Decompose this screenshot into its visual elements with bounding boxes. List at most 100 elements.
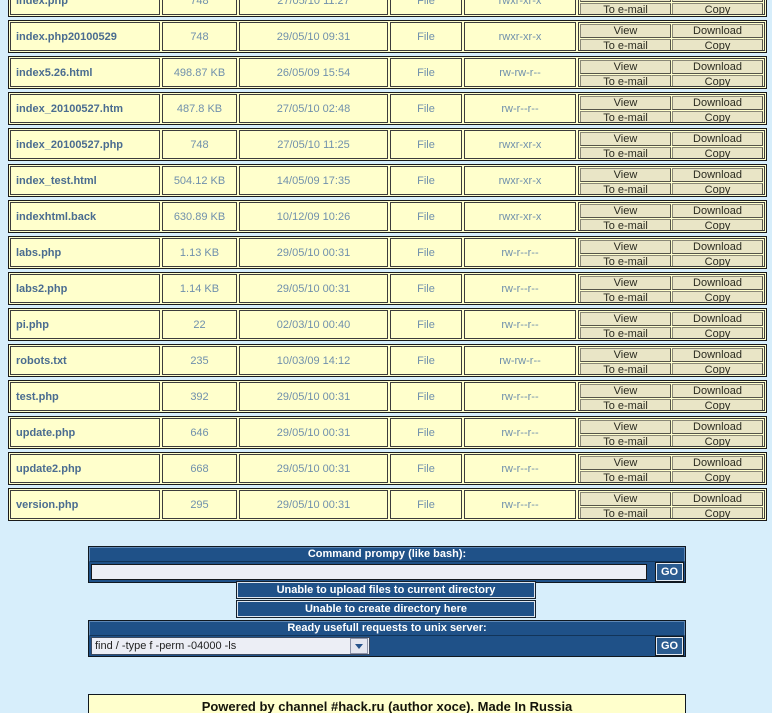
copy-button[interactable]: Copy xyxy=(672,471,763,482)
to-email-button[interactable]: To e-mail xyxy=(580,363,671,374)
download-button[interactable]: Download xyxy=(672,60,763,74)
download-button[interactable]: Download xyxy=(672,168,763,182)
copy-button[interactable]: Copy xyxy=(672,3,763,14)
file-size: 748 xyxy=(162,130,237,159)
to-email-button[interactable]: To e-mail xyxy=(580,471,671,482)
file-name-link[interactable]: index_20100527.php xyxy=(10,130,160,159)
to-email-button[interactable]: To e-mail xyxy=(580,111,671,122)
download-button[interactable]: Download xyxy=(672,276,763,290)
copy-button[interactable]: Copy xyxy=(672,183,763,194)
chevron-down-icon xyxy=(350,638,368,654)
copy-button[interactable]: Copy xyxy=(672,75,763,86)
command-go-button[interactable]: GO xyxy=(656,563,683,581)
file-name-link[interactable]: index_20100527.htm xyxy=(10,94,160,123)
file-name-link[interactable]: index_test.html xyxy=(10,166,160,195)
view-button[interactable]: View xyxy=(580,276,671,290)
file-row: index_test.html 504.12 KB 14/05/09 17:35… xyxy=(8,164,767,197)
copy-button[interactable]: Copy xyxy=(672,291,763,302)
file-size: 1.13 KB xyxy=(162,238,237,267)
copy-button[interactable]: Copy xyxy=(672,111,763,122)
to-email-button[interactable]: To e-mail xyxy=(580,435,671,446)
copy-button[interactable]: Copy xyxy=(672,147,763,158)
to-email-button[interactable]: To e-mail xyxy=(580,75,671,86)
view-button[interactable]: View xyxy=(580,168,671,182)
view-button[interactable]: View xyxy=(580,96,671,110)
file-permissions: rw-r--r-- xyxy=(464,310,576,339)
file-permissions: rw-r--r-- xyxy=(464,382,576,411)
file-name-link[interactable]: indexhtml.back xyxy=(10,202,160,231)
to-email-button[interactable]: To e-mail xyxy=(580,3,671,14)
file-size: 748 xyxy=(162,0,237,15)
file-name-link[interactable]: update.php xyxy=(10,418,160,447)
download-button[interactable]: Download xyxy=(672,132,763,146)
view-button[interactable]: View xyxy=(580,312,671,326)
download-button[interactable]: Download xyxy=(672,492,763,506)
file-date: 29/05/10 00:31 xyxy=(239,418,388,447)
view-button[interactable]: View xyxy=(580,24,671,38)
file-size: 748 xyxy=(162,22,237,51)
file-name-link[interactable]: labs2.php xyxy=(10,274,160,303)
file-name-link[interactable]: version.php xyxy=(10,490,160,519)
file-name-link[interactable]: pi.php xyxy=(10,310,160,339)
to-email-button[interactable]: To e-mail xyxy=(580,147,671,158)
download-button[interactable]: Download xyxy=(672,240,763,254)
file-type: File xyxy=(390,22,462,51)
file-name-link[interactable]: index5.26.html xyxy=(10,58,160,87)
view-button[interactable]: View xyxy=(580,0,671,2)
to-email-button[interactable]: To e-mail xyxy=(580,399,671,410)
copy-button[interactable]: Copy xyxy=(672,219,763,230)
unix-go-button[interactable]: GO xyxy=(656,637,683,655)
download-button[interactable]: Download xyxy=(672,312,763,326)
to-email-button[interactable]: To e-mail xyxy=(580,39,671,50)
download-button[interactable]: Download xyxy=(672,0,763,2)
copy-button[interactable]: Copy xyxy=(672,399,763,410)
view-button[interactable]: View xyxy=(580,492,671,506)
copy-button[interactable]: Copy xyxy=(672,435,763,446)
unix-request-select[interactable]: find / -type f -perm -04000 -ls xyxy=(91,637,370,655)
to-email-button[interactable]: To e-mail xyxy=(580,219,671,230)
download-button[interactable]: Download xyxy=(672,204,763,218)
view-button[interactable]: View xyxy=(580,204,671,218)
to-email-button[interactable]: To e-mail xyxy=(580,291,671,302)
unix-requests-section: Ready usefull requests to unix server: f… xyxy=(88,620,686,657)
download-button[interactable]: Download xyxy=(672,384,763,398)
file-actions: View Download To e-mail Copy xyxy=(578,130,765,159)
powered-by-footer: Powered by channel #hack.ru (author xoce… xyxy=(88,694,686,713)
copy-button[interactable]: Copy xyxy=(672,255,763,266)
to-email-button[interactable]: To e-mail xyxy=(580,255,671,266)
to-email-button[interactable]: To e-mail xyxy=(580,507,671,518)
download-button[interactable]: Download xyxy=(672,420,763,434)
file-name-link[interactable]: test.php xyxy=(10,382,160,411)
file-actions: View Download To e-mail Copy xyxy=(578,58,765,87)
view-button[interactable]: View xyxy=(580,420,671,434)
file-actions: View Download To e-mail Copy xyxy=(578,490,765,519)
copy-button[interactable]: Copy xyxy=(672,39,763,50)
view-button[interactable]: View xyxy=(580,240,671,254)
command-input[interactable] xyxy=(91,564,647,580)
file-name-link[interactable]: index.php xyxy=(10,0,160,15)
file-name-link[interactable]: robots.txt xyxy=(10,346,160,375)
download-button[interactable]: Download xyxy=(672,96,763,110)
file-row: robots.txt 235 10/03/09 14:12 File rw-rw… xyxy=(8,344,767,377)
file-name-link[interactable]: labs.php xyxy=(10,238,160,267)
file-size: 504.12 KB xyxy=(162,166,237,195)
copy-button[interactable]: Copy xyxy=(672,363,763,374)
view-button[interactable]: View xyxy=(580,456,671,470)
file-size: 235 xyxy=(162,346,237,375)
download-button[interactable]: Download xyxy=(672,456,763,470)
to-email-button[interactable]: To e-mail xyxy=(580,327,671,338)
file-name-link[interactable]: index.php20100529 xyxy=(10,22,160,51)
file-date: 02/03/10 00:40 xyxy=(239,310,388,339)
copy-button[interactable]: Copy xyxy=(672,327,763,338)
download-button[interactable]: Download xyxy=(672,24,763,38)
file-date: 26/05/09 15:54 xyxy=(239,58,388,87)
view-button[interactable]: View xyxy=(580,384,671,398)
view-button[interactable]: View xyxy=(580,348,671,362)
view-button[interactable]: View xyxy=(580,60,671,74)
file-permissions: rw-r--r-- xyxy=(464,490,576,519)
file-name-link[interactable]: update2.php xyxy=(10,454,160,483)
view-button[interactable]: View xyxy=(580,132,671,146)
copy-button[interactable]: Copy xyxy=(672,507,763,518)
download-button[interactable]: Download xyxy=(672,348,763,362)
to-email-button[interactable]: To e-mail xyxy=(580,183,671,194)
